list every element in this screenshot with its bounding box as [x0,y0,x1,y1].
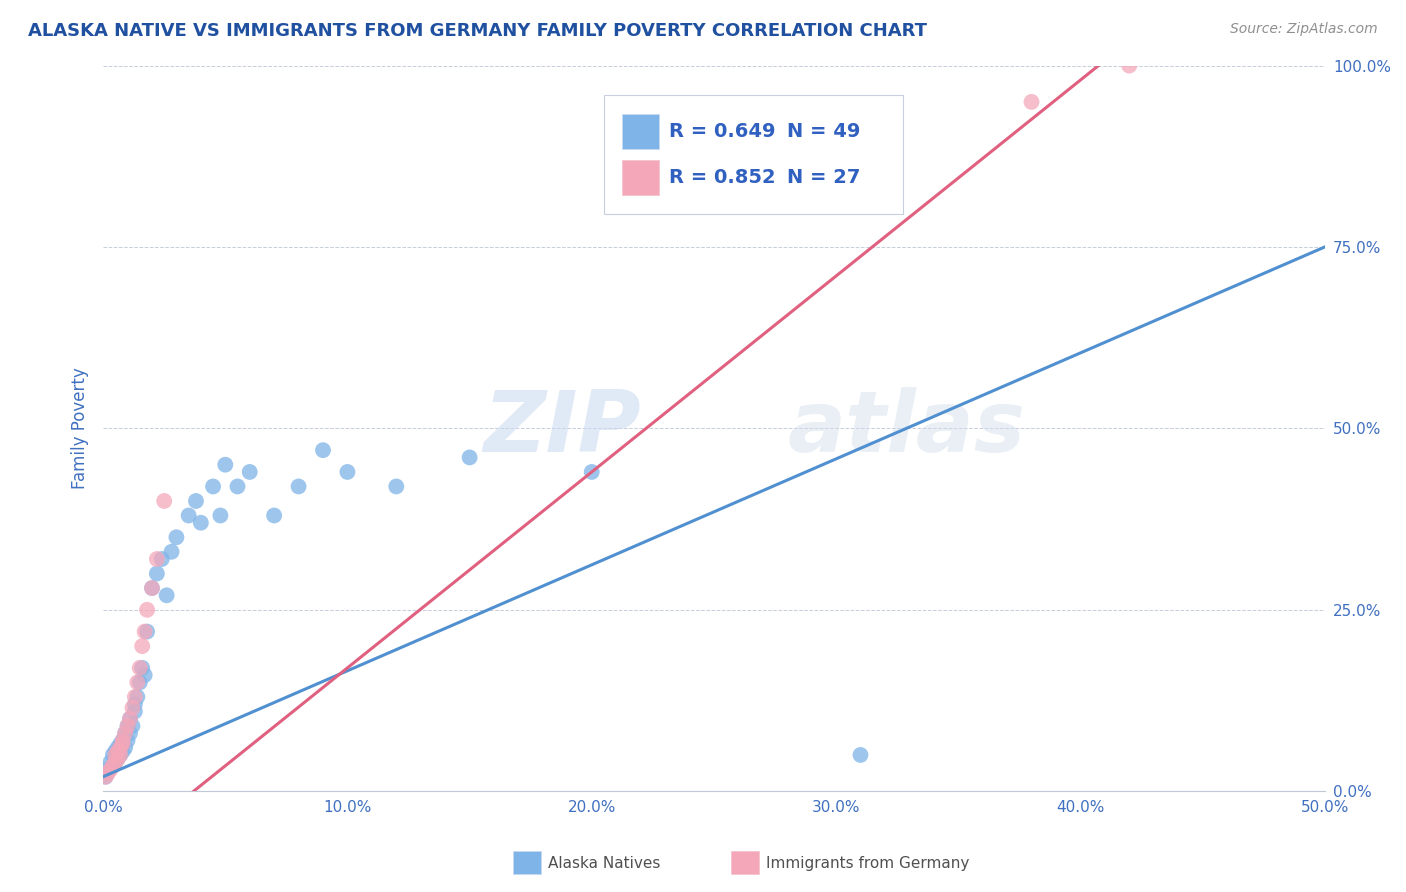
Point [134,668,156,682]
Point [127,675,149,690]
Point [146,566,169,581]
Text: Source: ZipAtlas.com: Source: ZipAtlas.com [1230,22,1378,37]
Text: N = 27: N = 27 [787,168,860,186]
FancyBboxPatch shape [623,160,659,194]
Point [336,465,359,479]
Point [124,690,146,704]
Point [118,712,141,726]
Point [101,759,124,773]
Point [110,737,132,751]
Point [131,639,153,653]
Text: N = 49: N = 49 [787,122,860,141]
Text: ZIP: ZIP [484,387,641,470]
Point [184,494,207,508]
Point [107,740,129,755]
Point [110,747,132,762]
Point [107,744,129,758]
Point [118,712,141,726]
Point [226,479,249,493]
Point [124,697,146,711]
FancyBboxPatch shape [623,114,659,149]
Point [110,740,132,755]
Point [146,552,169,566]
Text: Alaska Natives: Alaska Natives [548,856,661,871]
Point [287,479,309,493]
Point [117,719,139,733]
Point [117,719,139,733]
Point [209,508,232,523]
Point [100,755,122,769]
Point [136,624,159,639]
Point [239,465,262,479]
Point [111,733,134,747]
Point [104,755,127,769]
Point [153,494,176,508]
Point [121,700,143,714]
Y-axis label: Family Poverty: Family Poverty [72,368,89,490]
Point [128,661,150,675]
Point [104,755,127,769]
Point [458,450,481,465]
Point [111,737,134,751]
Point [312,443,335,458]
Point [141,581,163,595]
Point [114,740,136,755]
Point [134,624,156,639]
Point [101,759,124,773]
Point [385,479,408,493]
FancyBboxPatch shape [605,95,903,214]
Point [101,747,124,762]
Point [160,545,183,559]
Point [124,705,146,719]
Point [214,458,236,472]
Point [156,588,179,602]
Point [94,770,117,784]
Point [118,726,141,740]
Point [581,465,603,479]
Text: atlas: atlas [787,387,1025,470]
Point [111,744,134,758]
Text: Immigrants from Germany: Immigrants from Germany [766,856,970,871]
Point [104,747,127,762]
Point [100,763,122,777]
Point [127,690,149,704]
Point [128,675,150,690]
Point [177,508,200,523]
Point [107,751,129,765]
Point [121,719,143,733]
Point [202,479,225,493]
Point [97,763,120,777]
Point [1021,95,1043,109]
Point [136,603,159,617]
Point [190,516,212,530]
Point [107,751,129,765]
Point [114,726,136,740]
Point [94,770,117,784]
Point [117,733,139,747]
Point [263,508,285,523]
Point [110,747,132,762]
Text: R = 0.649: R = 0.649 [669,122,775,141]
Text: ALASKA NATIVE VS IMMIGRANTS FROM GERMANY FAMILY POVERTY CORRELATION CHART: ALASKA NATIVE VS IMMIGRANTS FROM GERMANY… [28,22,927,40]
Text: R = 0.852: R = 0.852 [669,168,775,186]
Point [131,661,153,675]
Point [849,747,872,762]
Point [114,726,136,740]
Point [1118,59,1140,73]
Point [97,766,120,780]
Point [104,744,127,758]
Point [165,530,187,544]
Point [111,733,134,747]
Point [141,581,163,595]
Point [150,552,173,566]
